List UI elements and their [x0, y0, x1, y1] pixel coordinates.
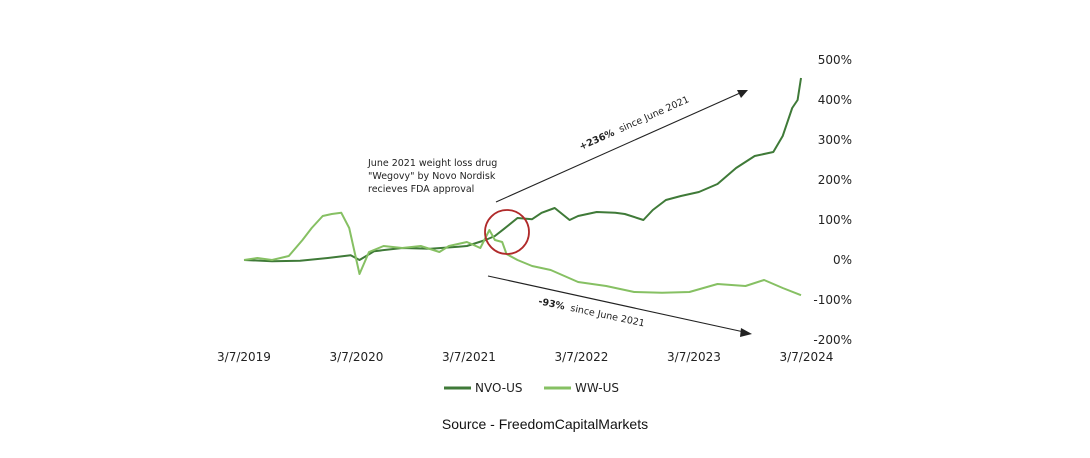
x-tick-label: 3/7/2020	[330, 350, 384, 364]
series-line-nvo-us	[243, 77, 802, 263]
legend-label-ww: WW-US	[575, 381, 619, 395]
x-tick-label: 3/7/2023	[667, 350, 721, 364]
down-arrow-label: -93% since June 2021	[537, 296, 645, 329]
x-tick-label: 3/7/2022	[555, 350, 609, 364]
down-arrow-line	[487, 275, 745, 333]
legend: NVO-US WW-US	[444, 381, 619, 395]
x-tick-label: 3/7/2019	[217, 350, 271, 364]
up-arrow-label: +236% since June 2021	[578, 94, 691, 152]
x-tick-label: 3/7/2024	[780, 350, 834, 364]
event-annotation-line-3: recieves FDA approval	[368, 184, 474, 195]
event-annotation-line-1: June 2021 weight loss drug	[367, 158, 497, 169]
down-arrow-annotation: -93% since June 2021	[487, 275, 752, 337]
y-tick-label: 0%	[833, 253, 852, 267]
x-tick-label: 3/7/2021	[442, 350, 496, 364]
down-arrow-value: -93%	[537, 296, 566, 312]
y-tick-label: -100%	[813, 293, 852, 307]
y-tick-label: 100%	[818, 213, 852, 227]
series-layer	[243, 77, 802, 297]
y-tick-label: 300%	[818, 133, 852, 147]
up-arrowhead-icon	[737, 90, 748, 98]
series-line-ww-us	[243, 211, 802, 297]
y-tick-label: 400%	[818, 93, 852, 107]
y-tick-label: -200%	[813, 333, 852, 347]
up-arrow-annotation: +236% since June 2021	[495, 90, 748, 203]
up-arrow-suffix: since June 2021	[617, 94, 691, 135]
down-arrowhead-icon	[740, 328, 752, 337]
highlight-circle	[484, 209, 530, 255]
y-tick-label: 500%	[818, 53, 852, 67]
x-axis-ticks: 3/7/2019 3/7/2020 3/7/2021 3/7/2022 3/7/2023…	[217, 350, 833, 364]
source-caption: Source - FreedomCapitalMarkets	[441, 416, 649, 432]
event-annotation-line-2: "Wegovy" by Novo Nordisk	[368, 171, 496, 182]
event-annotation: June 2021 weight loss drug "Wegovy" by N…	[367, 158, 497, 195]
y-axis-ticks: 500% 400% 300% 200% 100% 0% -100% -200%	[813, 53, 852, 347]
up-arrow-line	[495, 92, 741, 203]
up-arrow-value: +236%	[578, 127, 617, 152]
legend-label-nvo: NVO-US	[475, 381, 522, 395]
down-arrow-suffix: since June 2021	[569, 303, 645, 329]
y-tick-label: 200%	[818, 173, 852, 187]
